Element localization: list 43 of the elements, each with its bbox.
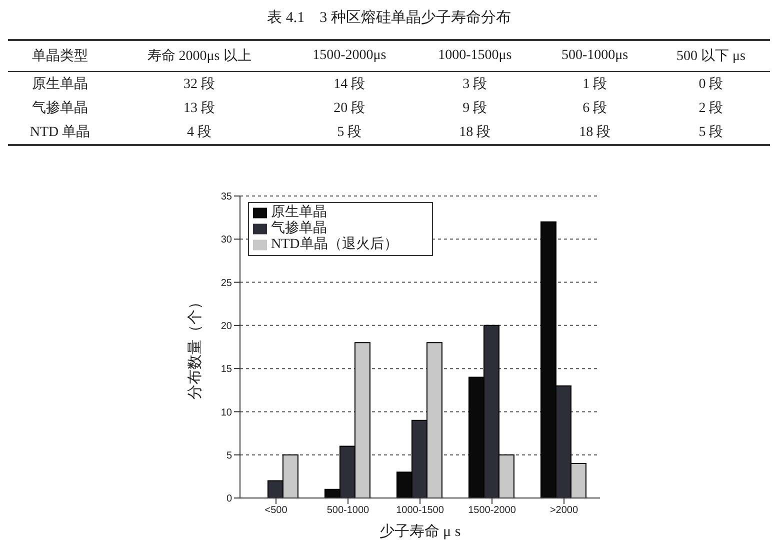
y-tick-label: 10: [220, 407, 232, 418]
text: 1 段: [582, 76, 608, 94]
y-tick-label: 30: [220, 234, 232, 246]
text: 13 段: [182, 100, 216, 118]
y-tick-label: 0: [226, 494, 232, 505]
text: 5 段: [336, 124, 363, 142]
legend-label: 原生单晶: [271, 205, 327, 220]
text: 寿命 2000μs 以上: [146, 48, 252, 66]
text: 18 段: [458, 124, 492, 142]
text: 单晶类型: [30, 48, 89, 66]
y-tick-label: 25: [220, 278, 232, 289]
x-tick-label: >2000: [550, 505, 578, 516]
text: 32 段: [182, 76, 216, 94]
legend-label: NTD单晶（退火后）: [271, 237, 398, 252]
legend-label: 气掺单晶: [271, 221, 327, 236]
text: 6 段: [582, 100, 608, 118]
text: 14 段: [332, 76, 366, 94]
y-axis-title: 分布数量（个）: [186, 294, 204, 400]
x-tick-label: <500: [264, 505, 288, 516]
text: NTD 单晶: [28, 124, 92, 142]
text: 4 段: [186, 124, 213, 142]
text: 500 以下 μs: [675, 48, 746, 66]
y-tick-label: 15: [220, 364, 232, 376]
x-tick-label: 500-1000: [326, 505, 370, 516]
text: 9 段: [462, 100, 488, 118]
text: 3 段: [462, 76, 488, 94]
x-axis-title: 少子寿命 μ s: [379, 523, 461, 540]
text: 原生单晶: [30, 76, 89, 94]
text: 5 段: [698, 124, 724, 142]
text: 0 段: [698, 76, 724, 94]
x-tick-label: 1000-1500: [396, 505, 444, 516]
y-tick-label: 35: [220, 192, 232, 203]
text: 气掺单晶: [30, 100, 89, 118]
text: 1500-2000μs: [312, 47, 388, 65]
text: 18 段: [578, 124, 612, 142]
text: 1000-1500μs: [437, 47, 513, 65]
text: 500-1000μs: [560, 47, 630, 65]
y-tick-label: 5: [226, 450, 232, 462]
text: 20 段: [332, 100, 366, 118]
y-tick-label: 20: [220, 320, 232, 332]
chart-title: 表 4.1 3 种区熔硅单晶少子寿命分布: [266, 8, 512, 27]
x-tick-label: 1500-2000: [468, 505, 516, 516]
text: 2 段: [698, 100, 724, 118]
